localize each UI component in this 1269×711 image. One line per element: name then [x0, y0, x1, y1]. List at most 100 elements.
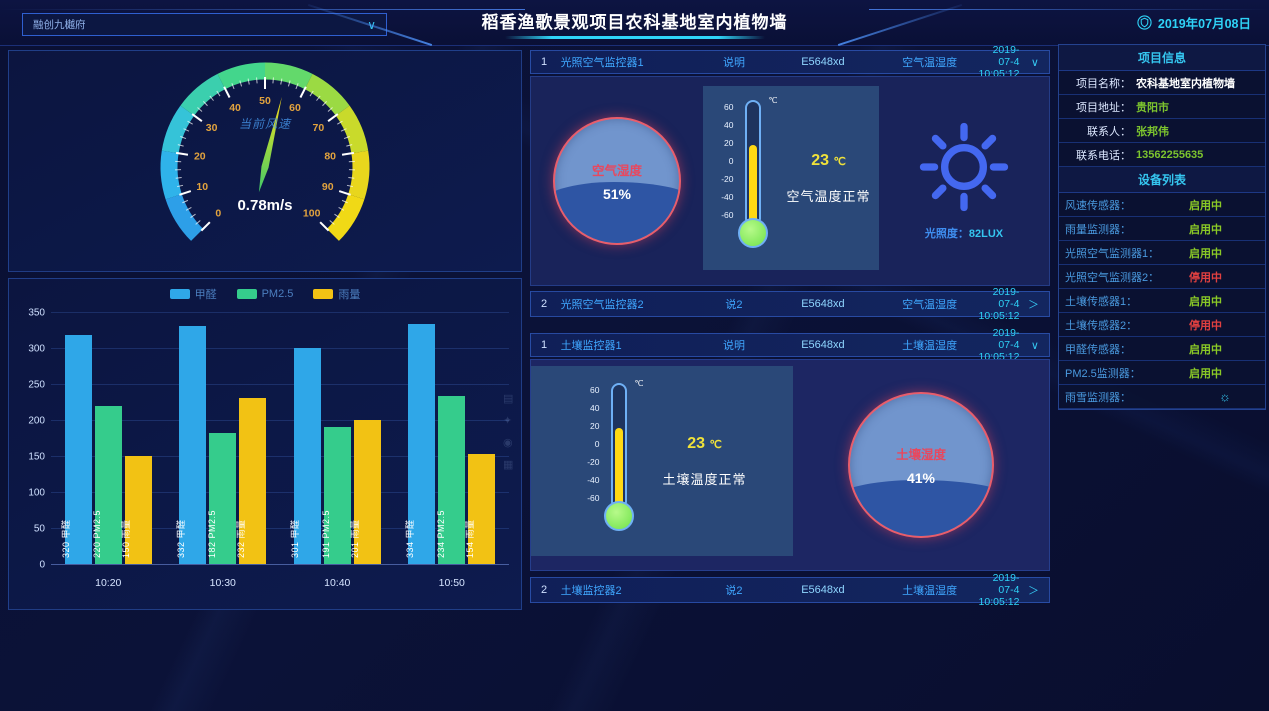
- gauge-tick: [223, 86, 231, 98]
- y-axis-label: 250: [28, 379, 45, 391]
- chart-x-axis-labels: 10:20 10:30 10:40 10:50: [51, 577, 509, 589]
- bar-group: 334 甲醛 234 PM2.5 154 雨量: [395, 313, 510, 564]
- device-type: 空气温湿度: [902, 57, 958, 69]
- row-index: 1: [541, 56, 548, 68]
- monitor-row-air-2[interactable]: 2 光照空气监控器2 说2 E5648xd 空气温湿度 2019-07-4 10…: [530, 286, 1050, 322]
- bar: 220 PM2.5: [92, 406, 122, 564]
- device-label: 雨量监测器：: [1065, 223, 1131, 236]
- device-status: 停用中: [1189, 271, 1222, 284]
- gauge-tick: [247, 78, 250, 85]
- pollution-bar-chart-panel: 甲醛 PM2.5 雨量 0 50 100 150 200 250 300 350 320 甲醛 220…: [8, 278, 522, 610]
- device-label: 土壤传感器2：: [1065, 319, 1138, 332]
- decor-icon: ◉: [503, 437, 513, 449]
- bar: 154 雨量: [465, 453, 496, 564]
- gauge-tick: [343, 136, 350, 140]
- device-status: 启用中: [1189, 343, 1222, 356]
- gauge-tick: [346, 184, 353, 188]
- thermometer-scale-label: -20: [587, 457, 600, 467]
- gauge-tick: [327, 113, 339, 122]
- legend-label: PM2.5: [261, 288, 294, 300]
- soil-humidity-zone: 土壤湿度 41%: [793, 360, 1049, 570]
- device-label: 雨雪监测器：: [1065, 391, 1131, 404]
- device-list-row: 土壤传感器2： 停用中: [1059, 313, 1265, 337]
- thermometer-mercury: [749, 145, 758, 222]
- right-info-panel: 项目信息 项目名称： 农科基地室内植物墙 项目地址： 贵阳市 联系人： 张邦伟 联系电话： 1…: [1058, 44, 1266, 410]
- thermometer-scale-label: 40: [590, 403, 600, 413]
- air-temp-unit: ℃: [833, 155, 846, 168]
- soil-temperature-text: 23 ℃ 土壤温度正常: [662, 435, 746, 488]
- chart-gridline: [51, 420, 509, 421]
- device-status: 停用中: [1189, 319, 1222, 332]
- bar-value-label: 154 雨量: [464, 519, 475, 558]
- legend-item: PM2.5: [236, 286, 294, 302]
- light-intensity-zone: 光照度：82LUX: [879, 77, 1049, 285]
- x-axis-label: 10:50: [438, 577, 465, 589]
- monitor-row-soil-2[interactable]: 2 土壤监控器2 说2 E5648xd 土壤温湿度 2019-07-4 10:0…: [530, 572, 1050, 608]
- bar: 201 雨量: [350, 419, 381, 564]
- thermometer-scale-label: 60: [590, 385, 600, 395]
- thermometer-scale-label: -60: [721, 210, 734, 220]
- gauge-arc-segment: [165, 193, 204, 241]
- soil-humidity-circle: 土壤湿度 41%: [848, 392, 994, 538]
- gauge-arc-segment: [161, 105, 195, 154]
- monitor-row-soil-1[interactable]: 1 土壤监控器1 说明 E5648xd 土壤温湿度 2019-07-4 10:0…: [530, 327, 1050, 363]
- date-display: 2019年07月08日: [1137, 13, 1251, 32]
- bar: 191 PM2.5: [321, 427, 351, 564]
- x-axis-label: 10:30: [209, 577, 236, 589]
- gauge-tick-label: 0: [215, 207, 221, 219]
- gauge-arc-segment: [335, 105, 369, 154]
- gauge-tick: [183, 128, 190, 132]
- wind-gauge: 当前风速 0.78m/s 0 10 20 30 40 50 60 70 80 90 100: [135, 51, 395, 273]
- gauge-tick: [209, 95, 214, 101]
- chart-bars: 320 甲醛 220 PM2.5 150 雨量 332 甲醛 182 PM2.5 232 …: [51, 313, 509, 565]
- monitor-row-air-1[interactable]: 1 光照空气监控器1 说明 E5648xd 空气温湿度 2019-07-4 10…: [530, 44, 1050, 80]
- chevron-up-icon[interactable]: ∨: [1030, 56, 1039, 69]
- gauge-tick-label: 20: [194, 150, 206, 162]
- device-label: 土壤传感器1：: [1065, 295, 1138, 308]
- chevron-right-icon[interactable]: ＞: [1027, 585, 1039, 597]
- chevron-right-icon[interactable]: ＞: [1027, 299, 1039, 311]
- legend-label: 雨量: [338, 289, 361, 301]
- thermometer-body: ℃: [604, 379, 643, 541]
- bar-value-label: 334 甲醛: [404, 519, 415, 558]
- thermometer-scale-label: -20: [721, 174, 734, 184]
- bar: 334 甲醛: [405, 324, 436, 564]
- y-axis-label: 0: [39, 559, 45, 571]
- info-value: 农科基地室内植物墙: [1136, 77, 1235, 90]
- gauge-tick: [239, 80, 243, 87]
- info-label: 联系电话：: [1076, 149, 1131, 162]
- gauge-arc-segment: [180, 73, 226, 116]
- device-label: 光照空气监测器1：: [1065, 247, 1160, 260]
- device-label: 甲醛传感器：: [1065, 343, 1131, 356]
- gauge-tick: [231, 83, 235, 90]
- gauge-tick-label: 80: [324, 150, 336, 162]
- bar-value-label: 182 PM2.5: [206, 509, 217, 558]
- project-info-row: 联系电话： 13562255635: [1059, 143, 1265, 167]
- gauge-tick: [340, 128, 347, 132]
- bar-value-label: 191 PM2.5: [321, 509, 332, 558]
- bar-group: 332 甲醛 182 PM2.5 232 雨量: [166, 313, 281, 564]
- device-type: 土壤温湿度: [902, 340, 958, 352]
- device-name: 土壤监控器1: [560, 340, 622, 352]
- device-name: 土壤监控器2: [560, 585, 622, 597]
- decor-icon: ✦: [503, 415, 513, 427]
- soil-temp-value: 23: [687, 434, 705, 452]
- device-note: 说明: [722, 340, 745, 352]
- bar-value-label: 150 雨量: [121, 519, 132, 558]
- chart-gridline: [51, 456, 509, 457]
- gauge-tick: [327, 107, 333, 112]
- gauge-needle: [258, 97, 282, 193]
- device-time: 2019-07-4 10:05:12: [978, 44, 1020, 80]
- chart-gridline: [51, 528, 509, 529]
- air-humidity-zone: 空气湿度 51%: [531, 77, 703, 285]
- gauge-arc-segment: [264, 62, 313, 90]
- air-temp-status: 空气温度正常: [786, 188, 871, 204]
- gauge-tick: [338, 207, 345, 211]
- bar: 234 PM2.5: [436, 396, 466, 564]
- bar-value-label: 220 PM2.5: [92, 509, 103, 558]
- chevron-up-icon[interactable]: ∨: [1030, 339, 1039, 352]
- device-list-rows: 风速传感器： 启用中 雨量监测器： 启用中 光照空气监测器1： 启用中 光照空气监测器2：停…: [1059, 193, 1265, 409]
- light-intensity-text: 光照度：82LUX: [925, 225, 1003, 241]
- shield-icon: [1137, 15, 1152, 30]
- humidity-label: 土壤湿度: [895, 448, 946, 462]
